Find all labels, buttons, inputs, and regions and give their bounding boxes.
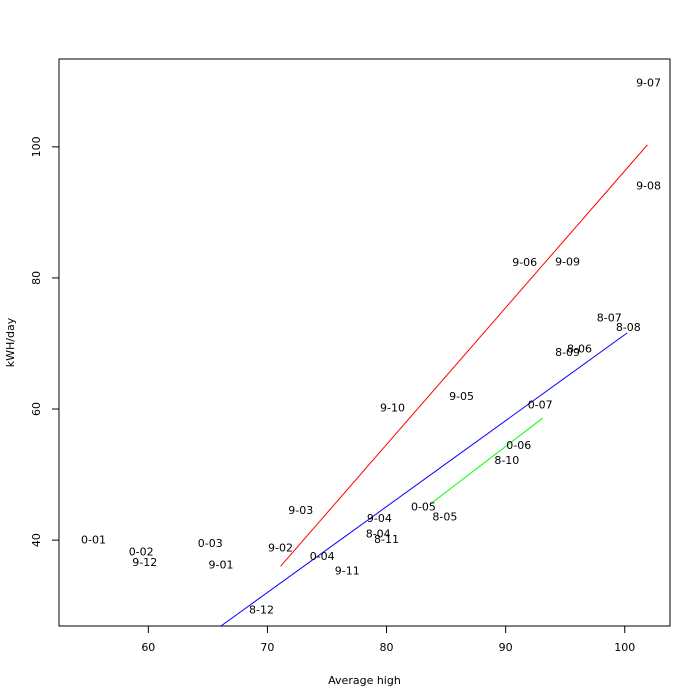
- point-label: 9-02: [268, 541, 293, 554]
- point-label: 9-05: [449, 390, 474, 403]
- point-label: 0-04: [310, 550, 335, 563]
- x-tick-label: 90: [499, 641, 513, 654]
- point-label: 8-04: [366, 528, 391, 541]
- point-label: 8-10: [494, 454, 519, 467]
- point-label: 0-01: [81, 533, 106, 546]
- x-tick-label: 100: [614, 641, 635, 654]
- x-axis-label: Average high: [328, 674, 401, 687]
- fit-line: [280, 144, 648, 567]
- x-axis: 60 70 80 90 100: [141, 626, 635, 654]
- point-labels: 0-01 0-029-12 0-03 9-01 8-12 9-02 9-03 0-049-11…: [81, 77, 661, 617]
- y-tick-label: 40: [30, 533, 43, 547]
- point-label: 8-08: [616, 321, 641, 334]
- point-label: 0-02: [129, 545, 154, 558]
- x-tick-label: 80: [380, 641, 394, 654]
- point-label: 9-04: [367, 512, 392, 525]
- point-label: 9-08: [636, 180, 661, 193]
- point-label: 8-05: [432, 511, 457, 524]
- x-tick-label: 60: [141, 641, 155, 654]
- point-label: 9-07: [636, 77, 661, 90]
- plot-frame: [58, 58, 671, 627]
- point-label: 9-11: [335, 564, 360, 577]
- point-label: 0-07: [528, 398, 553, 411]
- point-label: 8-06: [567, 343, 592, 356]
- regression-lines: [220, 144, 648, 627]
- y-tick-label: 60: [30, 402, 43, 416]
- point-label: 8-11: [374, 533, 399, 546]
- point-label: 9-06: [512, 256, 537, 269]
- point-label: 0-03: [198, 537, 223, 550]
- point-label: 9-10: [380, 402, 405, 415]
- point-label: 9-03: [288, 504, 313, 517]
- point-label: 8-09: [555, 346, 580, 359]
- point-label: 9-09: [555, 256, 580, 269]
- point-label: 8-12: [249, 604, 274, 617]
- fit-line: [220, 332, 628, 627]
- y-tick-label: 100: [30, 136, 43, 157]
- fit-line: [429, 417, 543, 506]
- point-label: 0-06: [506, 439, 531, 452]
- y-axis-label: kWH/day: [4, 317, 17, 367]
- point-label: 9-01: [208, 558, 233, 571]
- y-axis: 40 60 80 100: [30, 136, 59, 547]
- point-label: 8-07: [597, 311, 622, 324]
- x-tick-label: 70: [260, 641, 274, 654]
- point-label: 0-05: [411, 501, 436, 514]
- y-tick-label: 80: [30, 271, 43, 285]
- point-label: 9-12: [132, 556, 157, 569]
